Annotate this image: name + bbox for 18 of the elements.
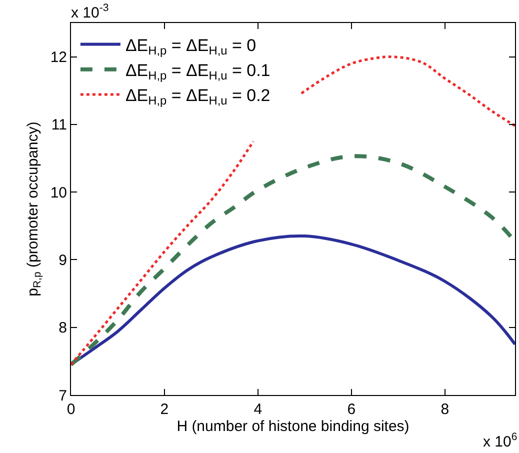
text: x 10$^{-3}$ xyxy=(71,2,109,22)
x-tick-label: 8 xyxy=(440,401,450,418)
y-tick-label: 10 xyxy=(50,184,67,202)
x-tick-label: 6 xyxy=(347,401,356,418)
legend-label: ΔE$_{H,p}$ = ΔE$_{H,u}$ = 0.2 xyxy=(125,86,270,108)
line-series xyxy=(71,154,515,367)
legend-label: ΔE$_{H,p}$ = ΔE$_{H,u}$ = 0 xyxy=(125,36,256,58)
y-tick-label: 12 xyxy=(50,49,67,66)
y-tick-label: 7 xyxy=(58,387,67,404)
text: x 10$^{6}$ xyxy=(483,431,518,450)
y-tick-label: 8 xyxy=(58,320,67,337)
y-tick-label: 11 xyxy=(51,116,67,134)
x-axis-title: H (number of histone binding sites) xyxy=(176,418,410,435)
legend-label: ΔE$_{H,p}$ = ΔE$_{H,u}$ = 0.1 xyxy=(125,61,270,83)
y-tick-label: 9 xyxy=(58,252,67,269)
x-tick-label: 0 xyxy=(66,401,76,418)
x-tick-label: 2 xyxy=(160,401,169,418)
x-tick-label: 4 xyxy=(254,401,262,418)
